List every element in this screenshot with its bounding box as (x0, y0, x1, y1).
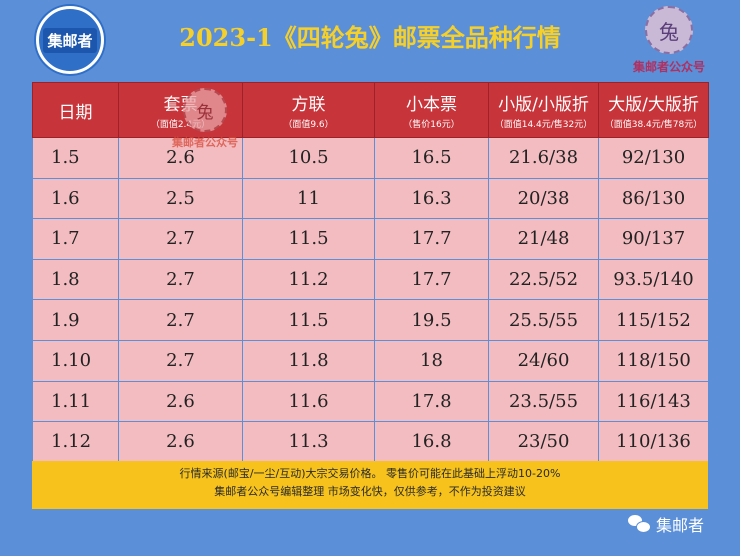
cell-small-sheet: 23.5/55 (488, 380, 599, 423)
cell-block: 11 (242, 177, 375, 220)
cell-large-sheet: 118/150 (598, 339, 709, 382)
cell-block: 11.5 (242, 218, 375, 260)
cell-small-sheet: 20/38 (488, 177, 599, 220)
footer-line-1: 行情来源(邮宝/一尘/互动)大宗交易价格。 零售价可能在此基础上浮动10-20% (179, 467, 561, 480)
header-booklet: 小本票 （售价16元） (374, 82, 489, 138)
cell-set: 2.6 (118, 421, 243, 463)
header-small-sheet: 小版/小版折 （面值14.4元/售32元） (488, 82, 599, 138)
cell-set: 2.7 (118, 218, 243, 260)
cell-large-sheet: 110/136 (598, 421, 709, 463)
wechat-icon (628, 515, 651, 533)
table-row: 1.9 2.7 11.5 19.5 25.5/55 115/152 (32, 299, 709, 341)
cell-booklet: 16.3 (374, 177, 489, 220)
cell-block: 11.5 (242, 299, 375, 341)
cell-block: 11.6 (242, 380, 375, 423)
cell-small-sheet: 24/60 (488, 339, 599, 382)
cell-set: 2.5 (118, 177, 243, 220)
cell-small-sheet: 25.5/55 (488, 299, 599, 341)
cell-date: 1.6 (32, 177, 119, 220)
cell-date: 1.10 (32, 339, 119, 382)
table-row: 1.5 2.6 10.5 16.5 21.6/38 92/130 (32, 137, 709, 179)
cell-small-sheet: 22.5/52 (488, 258, 599, 301)
cell-date: 1.12 (32, 421, 119, 463)
cell-small-sheet: 21/48 (488, 218, 599, 260)
cell-date: 1.7 (32, 218, 119, 260)
header-set: 套票 （面值2.4元） (118, 82, 243, 138)
header-large-sheet: 大版/大版折 （面值38.4元/售78元） (598, 82, 709, 138)
cell-block: 11.3 (242, 421, 375, 463)
cell-booklet: 17.8 (374, 380, 489, 423)
wechat-account: 集邮者 (628, 512, 704, 536)
cell-large-sheet: 93.5/140 (598, 258, 709, 301)
cell-booklet: 19.5 (374, 299, 489, 341)
cell-date: 1.5 (32, 137, 119, 179)
table-row: 1.12 2.6 11.3 16.8 23/50 110/136 (32, 421, 709, 463)
wechat-label: 集邮者 (656, 516, 705, 535)
cell-booklet: 17.7 (374, 218, 489, 260)
cell-booklet: 16.8 (374, 421, 489, 463)
page-title: 2023-1《四轮兔》邮票全品种行情 (179, 23, 561, 52)
table-row: 1.6 2.5 11 16.3 20/38 86/130 (32, 177, 709, 220)
cell-large-sheet: 92/130 (598, 137, 709, 179)
cell-large-sheet: 116/143 (598, 380, 709, 423)
header-block: 方联 （面值9.6） (242, 82, 375, 138)
cell-large-sheet: 115/152 (598, 299, 709, 341)
footer-line-2: 集邮者公众号编辑整理 市场变化快，仅供参考，不作为投资建议 (214, 485, 526, 498)
cell-set: 2.6 (118, 137, 243, 179)
cell-booklet: 16.5 (374, 137, 489, 179)
cell-large-sheet: 90/137 (598, 218, 709, 260)
table-header-row: 日期 套票 （面值2.4元） 方联 （面值9.6） 小本票 （售价16元） 小版/小版… (32, 82, 709, 138)
logo-text: 集邮者 (43, 27, 97, 53)
table-row: 1.11 2.6 11.6 17.8 23.5/55 116/143 (32, 380, 709, 423)
brand-name: 集邮者公众号 (632, 60, 705, 74)
cell-set: 2.7 (118, 339, 243, 382)
table-row: 1.10 2.7 11.8 18 24/60 118/150 (32, 339, 709, 382)
cell-booklet: 17.7 (374, 258, 489, 301)
cell-date: 1.11 (32, 380, 119, 423)
cell-date: 1.8 (32, 258, 119, 301)
header-date: 日期 (32, 82, 119, 138)
table-row: 1.8 2.7 11.2 17.7 22.5/52 93.5/140 (32, 258, 709, 301)
cell-set: 2.7 (118, 299, 243, 341)
cell-booklet: 18 (374, 339, 489, 382)
brand-logo: 兔 集邮者公众号 (614, 6, 724, 76)
cell-set: 2.7 (118, 258, 243, 301)
cell-block: 11.8 (242, 339, 375, 382)
cell-block: 11.2 (242, 258, 375, 301)
cell-set: 2.6 (118, 380, 243, 423)
price-table: 日期 套票 （面值2.4元） 方联 （面值9.6） 小本票 （售价16元） 小版/小版… (32, 82, 709, 463)
cell-large-sheet: 86/130 (598, 177, 709, 220)
cell-block: 10.5 (242, 137, 375, 179)
footer-note: 行情来源(邮宝/一尘/互动)大宗交易价格。 零售价可能在此基础上浮动10-20%… (32, 461, 708, 509)
stamp-icon: 兔 (645, 6, 693, 54)
cell-small-sheet: 23/50 (488, 421, 599, 463)
cell-date: 1.9 (32, 299, 119, 341)
table-row: 1.7 2.7 11.5 17.7 21/48 90/137 (32, 218, 709, 260)
logo-badge-icon: 集邮者 (36, 6, 104, 74)
cell-small-sheet: 21.6/38 (488, 137, 599, 179)
